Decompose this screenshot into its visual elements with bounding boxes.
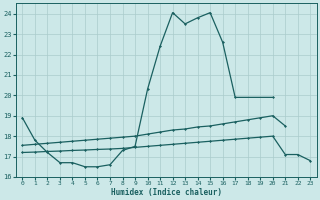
X-axis label: Humidex (Indice chaleur): Humidex (Indice chaleur): [111, 188, 222, 197]
